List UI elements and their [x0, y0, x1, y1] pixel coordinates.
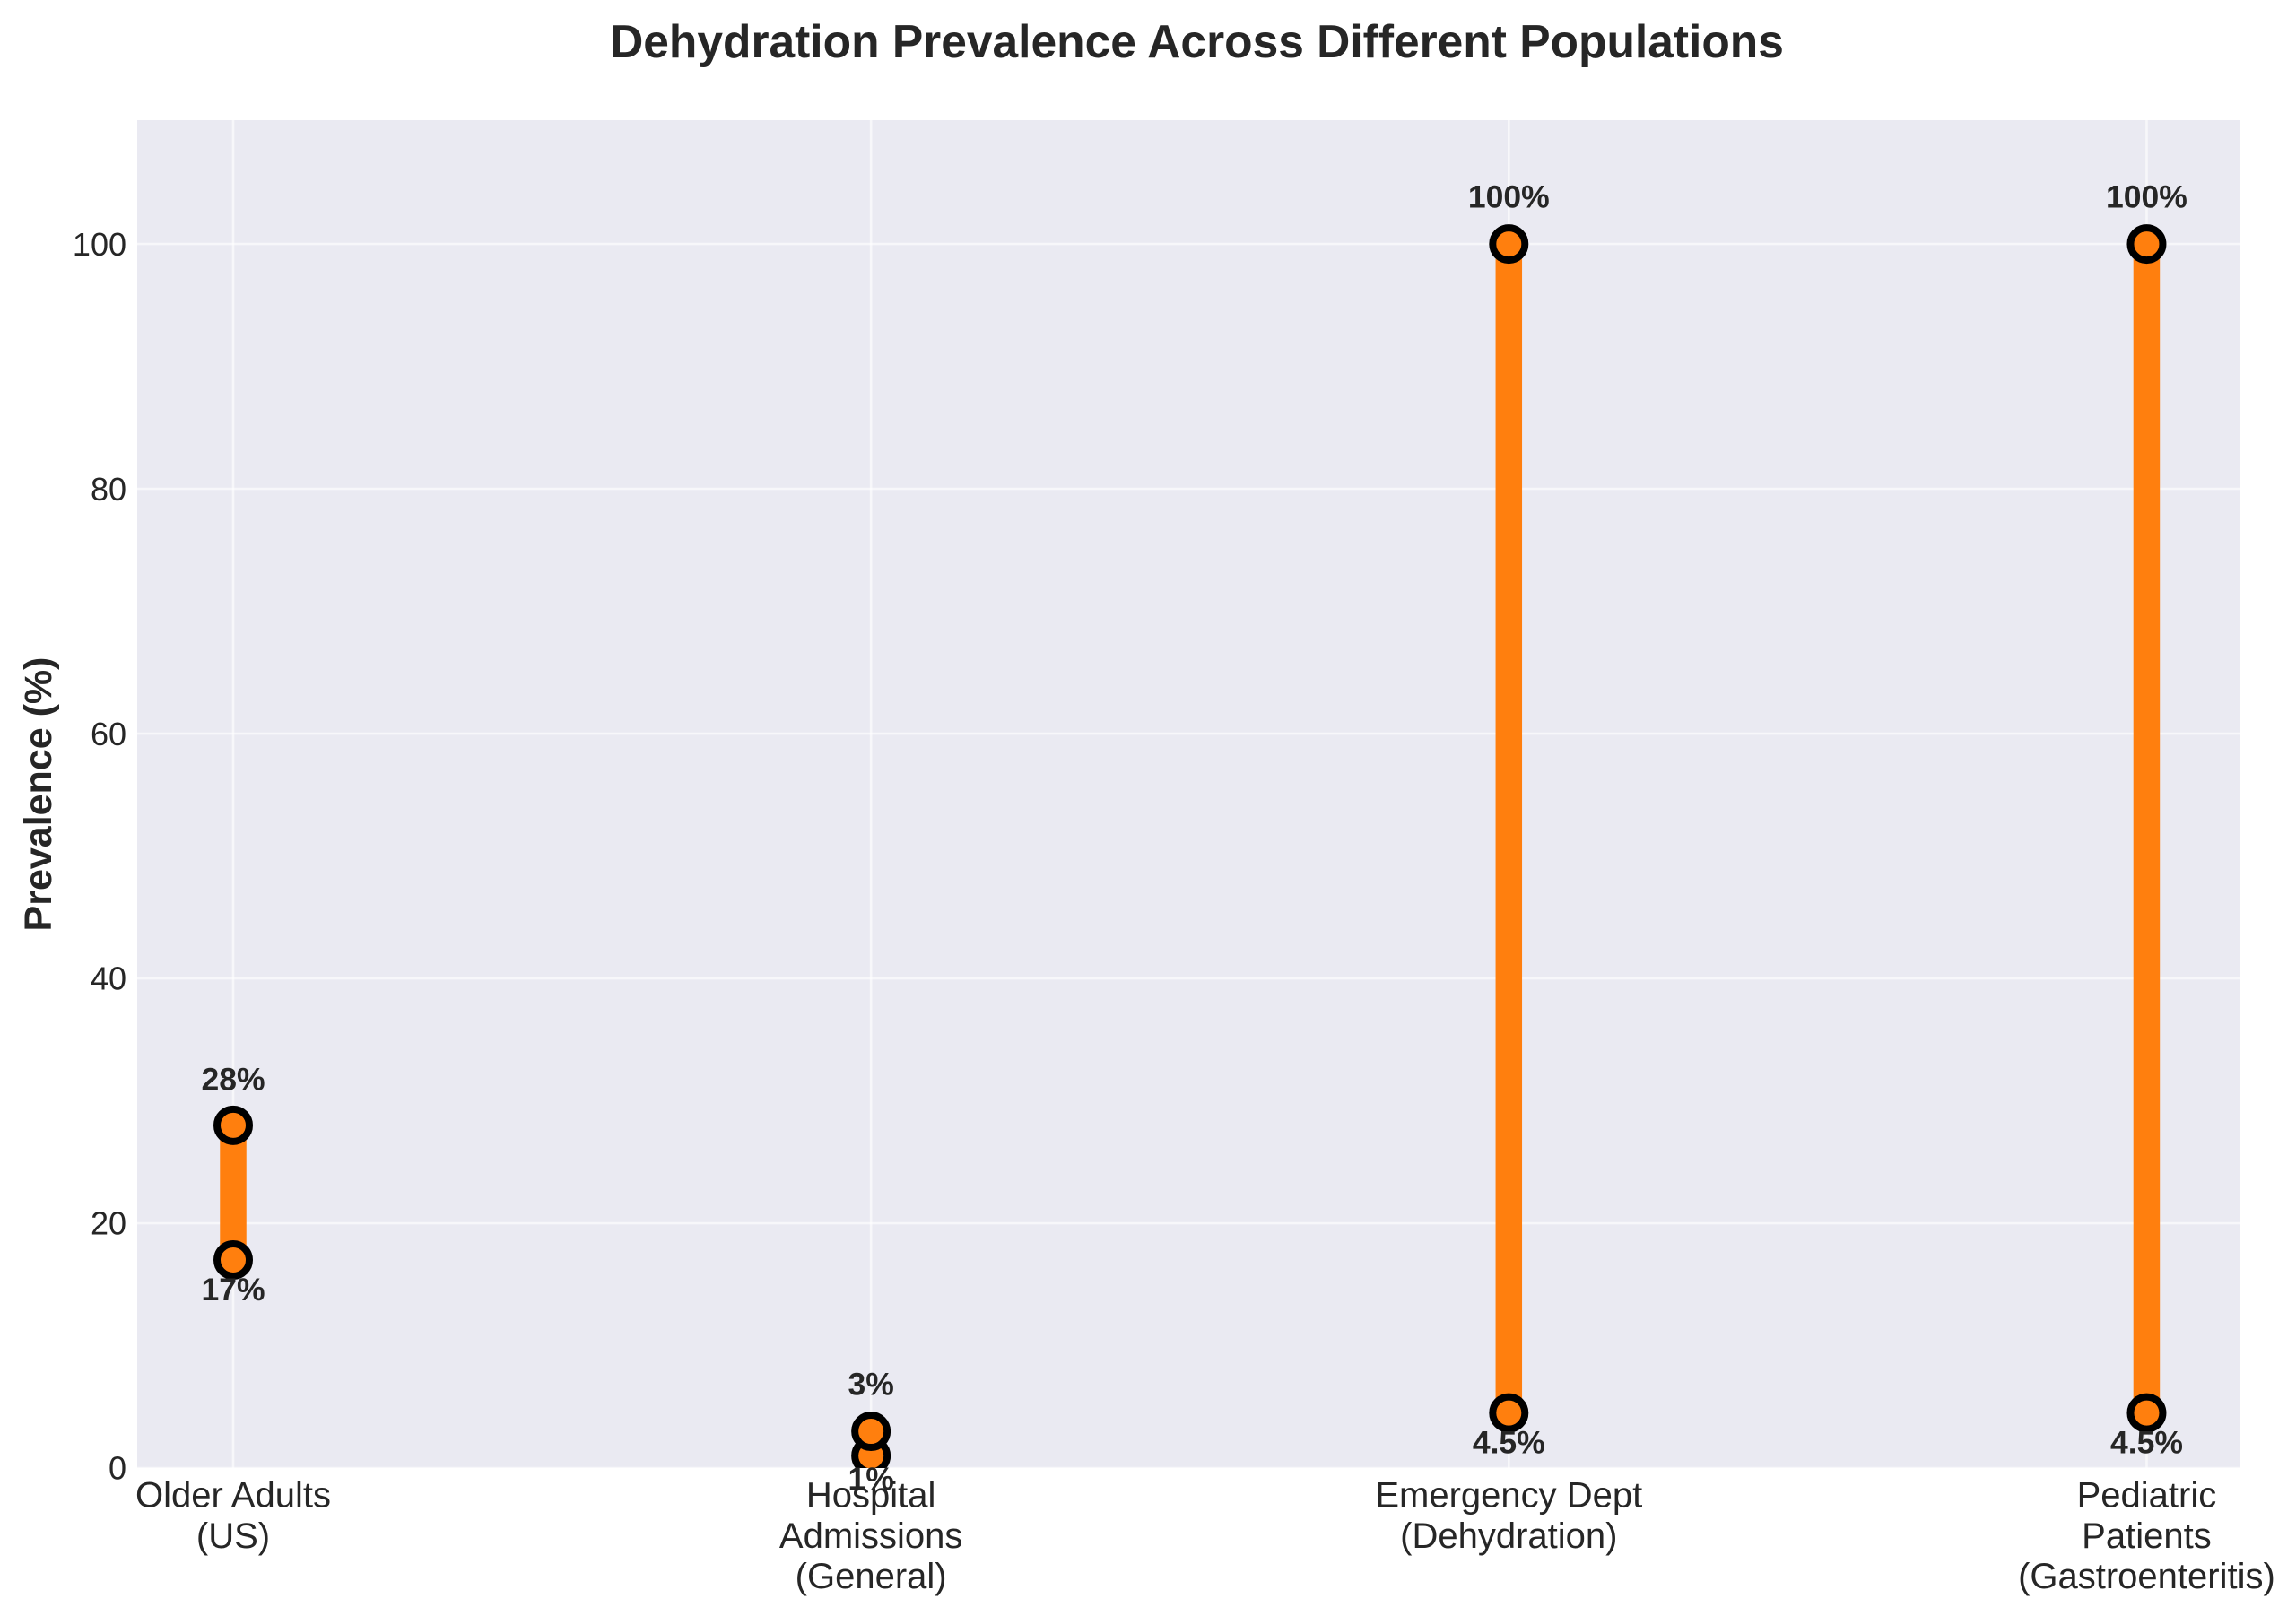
svg-text:(Gastroenteritis): (Gastroenteritis) [2018, 1557, 2275, 1596]
svg-text:60: 60 [91, 716, 126, 752]
svg-text:100%: 100% [1468, 179, 1550, 215]
svg-text:Hospital: Hospital [806, 1476, 936, 1516]
svg-text:Older Adults: Older Adults [135, 1476, 331, 1516]
svg-text:(General): (General) [796, 1557, 947, 1596]
svg-text:3%: 3% [848, 1367, 893, 1403]
svg-text:40: 40 [91, 960, 126, 997]
svg-text:Emergency Dept: Emergency Dept [1375, 1476, 1642, 1516]
svg-text:1%: 1% [848, 1461, 893, 1497]
svg-text:Patients: Patients [2082, 1516, 2212, 1556]
svg-text:100%: 100% [2106, 179, 2187, 215]
svg-text:4.5%: 4.5% [1473, 1424, 1545, 1460]
svg-text:80: 80 [91, 471, 126, 508]
svg-text:Prevalence (%): Prevalence (%) [17, 657, 60, 932]
svg-text:17%: 17% [201, 1272, 265, 1308]
svg-text:4.5%: 4.5% [2110, 1424, 2183, 1460]
svg-text:(US): (US) [196, 1516, 270, 1556]
svg-text:28%: 28% [201, 1061, 265, 1097]
svg-text:Dehydration Prevalence Across: Dehydration Prevalence Across Different … [610, 15, 1784, 67]
svg-text:20: 20 [91, 1205, 126, 1242]
svg-text:100: 100 [73, 226, 126, 263]
svg-text:(Dehydration): (Dehydration) [1400, 1516, 1617, 1556]
svg-text:0: 0 [109, 1450, 126, 1487]
svg-text:Admissions: Admissions [779, 1516, 963, 1556]
svg-text:Pediatric: Pediatric [2077, 1476, 2217, 1516]
